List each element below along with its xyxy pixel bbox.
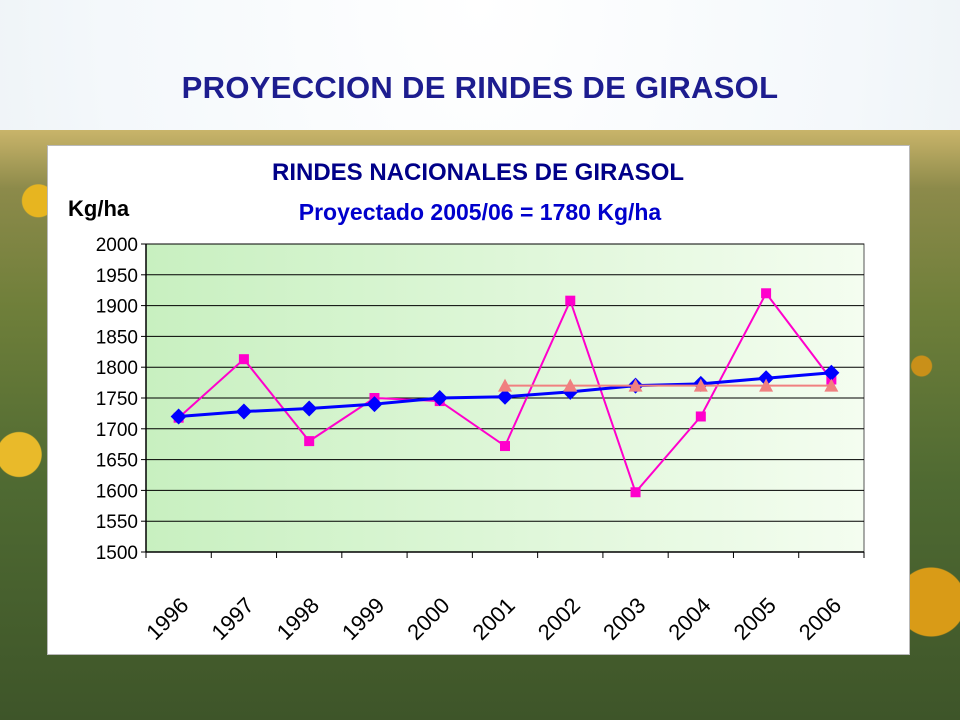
x-tick-label: 2002: [533, 593, 585, 645]
y-tick-label: 1550: [96, 512, 138, 533]
x-tick-label: 2005: [729, 593, 781, 645]
y-tick-label: 2000: [96, 235, 138, 256]
data-point-triangle: [498, 378, 512, 392]
chart-title: RINDES NACIONALES DE GIRASOL: [272, 159, 684, 186]
data-point-diamond: [431, 390, 448, 406]
data-point-diamond: [497, 388, 513, 405]
y-tick-label: 1750: [96, 389, 138, 410]
x-tick-label: 2001: [468, 593, 520, 645]
chart-panel: RINDES NACIONALES DE GIRASOL Proyectado …: [47, 145, 910, 655]
y-tick-label: 1900: [96, 297, 138, 318]
data-point-diamond: [366, 396, 383, 413]
page-title: PROYECCION DE RINDES DE GIRASOL: [181, 70, 779, 105]
data-point-square: [565, 295, 576, 306]
y-tick-label: 1700: [96, 420, 138, 441]
yield-chart: RINDES NACIONALES DE GIRASOL Proyectado …: [68, 159, 865, 645]
data-point-triangle: [628, 378, 643, 392]
data-point-triangle: [693, 378, 708, 392]
y-tick-label: 1850: [96, 327, 138, 348]
data-point-triangle: [824, 378, 839, 392]
data-point-diamond: [823, 364, 840, 381]
data-point-diamond: [301, 400, 318, 417]
plot-area: 2000 1950 1900 1850 1800 1750 1700 1650 1600 1550…: [96, 235, 865, 645]
data-point-triangle: [759, 378, 774, 392]
data-point-square: [630, 487, 641, 498]
x-tick-label: 2006: [794, 593, 846, 645]
data-point-diamond: [170, 408, 187, 425]
y-axis-label: Kg/ha: [68, 196, 130, 221]
data-point-square: [304, 436, 315, 447]
data-point-diamond: [758, 370, 775, 387]
y-tick-label: 1800: [96, 358, 138, 379]
y-tick-label: 1650: [96, 451, 138, 472]
data-point-triangle: [563, 378, 578, 392]
data-point-diamond: [235, 403, 252, 420]
data-point-square: [238, 354, 249, 365]
x-tick-label: 1996: [141, 593, 193, 645]
data-point-square: [761, 288, 772, 299]
y-tick-label: 1950: [96, 266, 138, 287]
data-point-square: [695, 411, 706, 422]
y-tick-label: 1600: [96, 481, 138, 502]
y-tick-label: 1500: [96, 543, 138, 564]
x-tick-label: 1999: [337, 593, 389, 645]
x-tick-label: 2003: [598, 593, 650, 645]
x-tick-label: 2000: [402, 593, 454, 645]
chart-subtitle: Proyectado 2005/06 = 1780 Kg/ha: [299, 199, 662, 225]
x-tick-label: 1997: [206, 593, 258, 645]
x-tick-label: 2004: [663, 593, 715, 645]
x-tick-label: 1998: [272, 593, 324, 645]
data-point-square: [500, 441, 510, 452]
